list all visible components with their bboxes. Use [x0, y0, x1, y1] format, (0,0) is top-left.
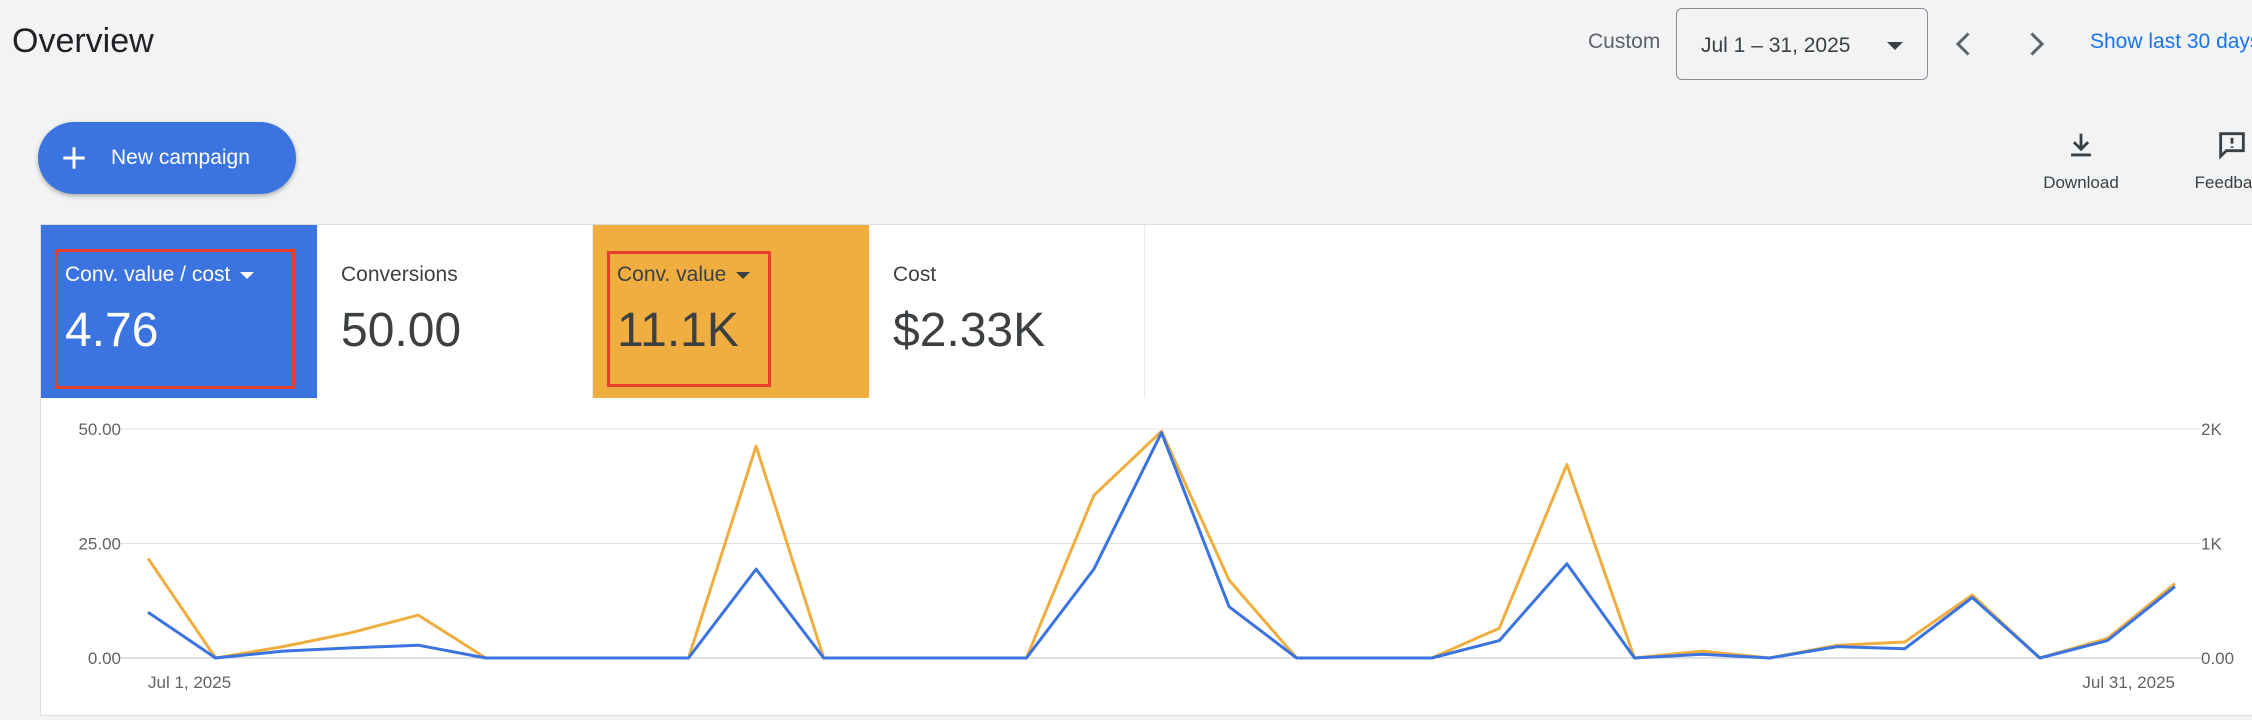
plus-icon [63, 147, 85, 169]
scorecard-label: Cost [893, 263, 937, 286]
dropdown-caret-icon [240, 271, 255, 279]
scorecard-conv-value-cost[interactable]: Conv. value / cost 4.76 [41, 225, 317, 398]
feedback-label: Feedback [2194, 173, 2252, 192]
download-button[interactable]: Download [2040, 128, 2122, 193]
show-last-30-days-link[interactable]: Show last 30 days [2090, 30, 2252, 53]
download-icon [2071, 133, 2091, 157]
date-range-select[interactable]: Jul 1 – 31, 2025 [1676, 8, 1928, 80]
feedback-icon [2219, 132, 2245, 160]
new-campaign-button[interactable]: New campaign [38, 122, 296, 194]
scorecard-conversions[interactable]: Conversions 50.00 [317, 225, 593, 398]
new-campaign-label: New campaign [111, 146, 250, 169]
scorecard-value: 11.1K [617, 304, 739, 357]
dropdown-caret-icon [1887, 42, 1903, 50]
y-left-tick-label: 50.00 [78, 420, 121, 439]
x-tick-label: Jul 31, 2025 [2082, 673, 2175, 692]
scorecard-value: 50.00 [341, 304, 462, 357]
chevron-right-icon[interactable] [2018, 26, 2054, 62]
performance-chart: 0.00 25.00 50.00 0.00 1K 2K Jul 1, 2025 Jul 31,… [78, 420, 2234, 692]
dropdown-caret-icon [736, 271, 751, 279]
y-right-tick-label: 0.00 [2201, 649, 2234, 668]
chevron-left-icon[interactable] [1946, 26, 1982, 62]
performance-panel: Conv. value / cost 4.76 Conversions 50.0… [40, 224, 2252, 716]
y-right-tick-label: 1K [2201, 535, 2222, 554]
annotation-highlight-box [607, 251, 771, 387]
scorecard-cost[interactable]: Cost $2.33K [869, 225, 1145, 398]
series-line-conv-value-cost [147, 431, 2176, 660]
scorecard-label[interactable]: Conv. value / cost [65, 263, 255, 287]
page-title: Overview [12, 22, 154, 60]
date-range-label: Custom [1588, 30, 1661, 53]
y-left-tick-label: 0.00 [88, 649, 121, 668]
date-range-value: Jul 1 – 31, 2025 [1701, 34, 1851, 57]
x-tick-label: Jul 1, 2025 [148, 673, 231, 692]
scorecard-value: $2.33K [893, 304, 1046, 357]
download-label: Download [2043, 173, 2119, 192]
y-left-tick-label: 25.00 [78, 535, 121, 554]
series-line-conv-value [146, 429, 2176, 660]
scorecard-label: Conversions [341, 263, 458, 286]
y-right-tick-label: 2K [2201, 420, 2222, 439]
scorecard-label[interactable]: Conv. value [617, 263, 751, 287]
scorecard-value: 4.76 [65, 304, 159, 357]
annotation-highlight-box [55, 249, 295, 389]
more-options-icon[interactable] [2245, 263, 2252, 299]
feedback-button[interactable]: Feedback [2184, 128, 2252, 193]
